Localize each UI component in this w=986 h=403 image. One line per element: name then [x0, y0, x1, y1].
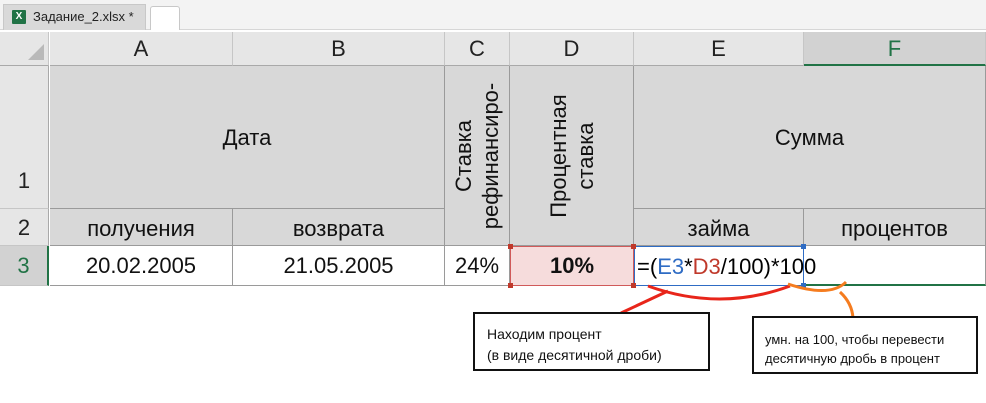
excel-icon: X: [12, 10, 26, 24]
red-underline-arc: [647, 284, 791, 301]
cell-a2[interactable]: получения: [50, 209, 233, 246]
callout-multiply-100-line1: умн. на 100, чтобы перевести: [765, 332, 945, 347]
new-tab-button[interactable]: [150, 6, 180, 30]
cell-f2[interactable]: процентов: [804, 209, 986, 246]
orange-pointer-line: [838, 290, 855, 319]
column-header-c[interactable]: C: [445, 32, 510, 66]
formula-text[interactable]: =(E3*D3/100)*100: [637, 254, 816, 280]
column-header-f[interactable]: F: [804, 32, 986, 66]
header-interest-rate[interactable]: Процентная ставка: [510, 66, 634, 246]
header-refinancing-rate[interactable]: Ставка рефинансиро-: [445, 66, 510, 246]
row-header-1[interactable]: 1: [0, 66, 49, 209]
header-sum-label: Сумма: [774, 125, 845, 150]
callout-find-percent: Находим процент (в виде десятичной дроби…: [473, 312, 710, 371]
callout-multiply-100-line2: десятичную дробь в процент: [765, 351, 940, 366]
formula-op-multiply: *: [684, 254, 693, 279]
header-date-label: Дата: [222, 125, 272, 150]
range-handle-e3-br[interactable]: [801, 283, 806, 288]
select-all-triangle-icon: [28, 44, 44, 60]
cell-f3[interactable]: [804, 246, 986, 286]
range-handle-d3-tl[interactable]: [508, 244, 513, 249]
orange-underline-arc: [787, 280, 848, 292]
file-tab-label: Задание_2.xlsx *: [33, 9, 134, 24]
cell-d3[interactable]: 10%: [510, 246, 634, 286]
header-sum[interactable]: Сумма: [634, 66, 986, 209]
column-header-a[interactable]: A: [50, 32, 233, 66]
cell-e3[interactable]: [634, 246, 804, 286]
callout-find-percent-line2: (в виде десятичной дроби): [487, 347, 662, 363]
row-header-3[interactable]: 3: [0, 246, 49, 286]
callout-multiply-100: умн. на 100, чтобы перевести десятичную …: [752, 316, 978, 374]
formula-ref-d3: D3: [692, 254, 721, 279]
column-header-d[interactable]: D: [510, 32, 634, 66]
formula-prefix: =(: [637, 254, 658, 279]
cell-c3[interactable]: 24%: [445, 246, 510, 286]
row-header-2[interactable]: 2: [0, 209, 49, 246]
red-pointer-line: [620, 289, 669, 315]
range-handle-d3-br[interactable]: [631, 283, 636, 288]
callout-find-percent-line1: Находим процент: [487, 326, 602, 342]
formula-suffix: /100)*100: [720, 254, 817, 279]
range-handle-d3-bl[interactable]: [508, 283, 513, 288]
cell-a3[interactable]: 20.02.2005: [50, 246, 233, 286]
range-handle-d3-tr[interactable]: [631, 244, 636, 249]
cell-b2[interactable]: возврата: [233, 209, 445, 246]
cell-b3[interactable]: 21.05.2005: [233, 246, 445, 286]
file-tab[interactable]: X Задание_2.xlsx *: [3, 4, 146, 30]
column-header-e[interactable]: E: [634, 32, 804, 66]
header-date[interactable]: Дата: [50, 66, 445, 209]
range-handle-e3-tr[interactable]: [801, 244, 806, 249]
formula-ref-e3: E3: [657, 254, 685, 279]
cell-e2[interactable]: займа: [634, 209, 804, 246]
column-header-b[interactable]: B: [233, 32, 445, 66]
